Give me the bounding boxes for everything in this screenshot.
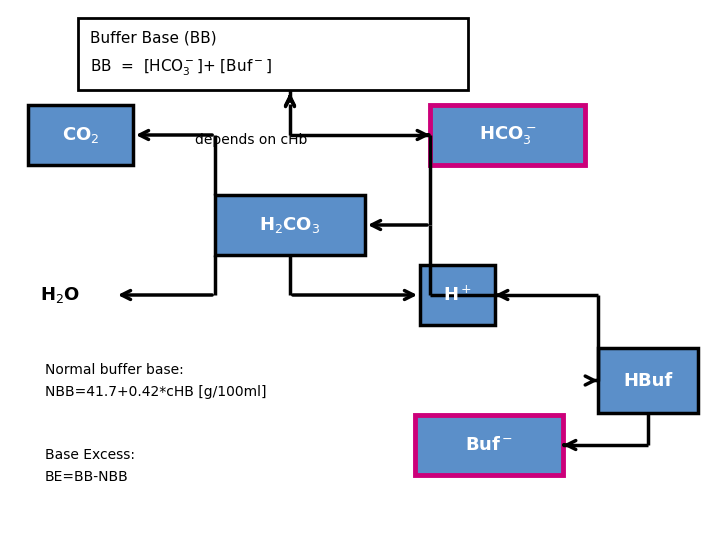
Text: CO$_2$: CO$_2$: [62, 125, 99, 145]
Text: NBB=41.7+0.42*cHB [g/100ml]: NBB=41.7+0.42*cHB [g/100ml]: [45, 385, 266, 399]
FancyBboxPatch shape: [78, 18, 468, 90]
Text: Base Excess:: Base Excess:: [45, 448, 135, 462]
Text: H$_2$CO$_3$: H$_2$CO$_3$: [259, 215, 320, 235]
FancyBboxPatch shape: [215, 195, 365, 255]
FancyBboxPatch shape: [420, 265, 495, 325]
Text: H$^+$: H$^+$: [443, 285, 472, 305]
Text: BE=BB-NBB: BE=BB-NBB: [45, 470, 129, 484]
Text: Normal buffer base:: Normal buffer base:: [45, 363, 184, 377]
FancyBboxPatch shape: [28, 105, 133, 165]
Text: Buf$^-$: Buf$^-$: [465, 436, 513, 454]
FancyBboxPatch shape: [598, 348, 698, 413]
Text: Buffer Base (BB): Buffer Base (BB): [90, 30, 217, 45]
FancyBboxPatch shape: [430, 105, 585, 165]
Text: HBuf: HBuf: [624, 372, 672, 389]
FancyBboxPatch shape: [415, 415, 563, 475]
Text: BB  =  [HCO$_3^-$]+ [Buf$^-$]: BB = [HCO$_3^-$]+ [Buf$^-$]: [90, 58, 272, 78]
Text: depends on cHb: depends on cHb: [195, 133, 307, 147]
Text: HCO$_3^-$: HCO$_3^-$: [479, 124, 536, 146]
Text: H$_2$O: H$_2$O: [40, 285, 80, 305]
